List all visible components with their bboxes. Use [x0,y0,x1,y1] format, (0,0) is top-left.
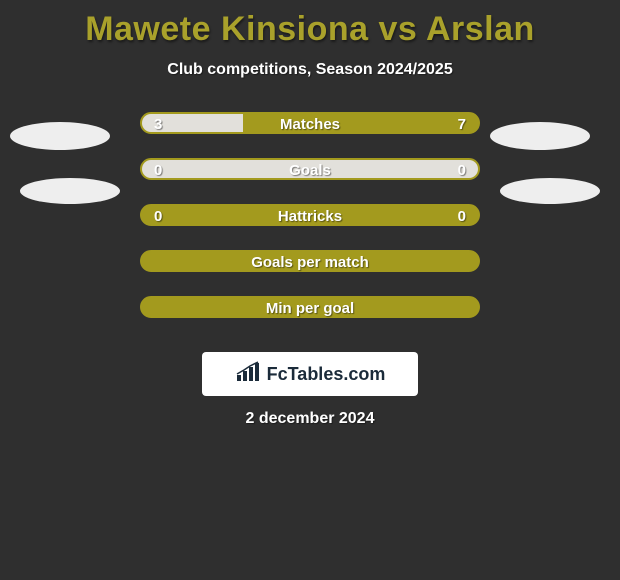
stat-bar-track: 00Goals [140,158,480,180]
page-subtitle: Club competitions, Season 2024/2025 [0,61,620,79]
stat-bar-track: 37Matches [140,112,480,134]
bar-chart-icon [235,361,263,388]
stat-row: Min per goal [0,284,620,330]
stat-bar-track: Goals per match [140,250,480,272]
fctables-logo: FcTables.com [202,352,418,396]
stat-label: Goals [142,160,478,182]
comparison-infographic: Mawete Kinsiona vs Arslan Club competiti… [0,0,620,580]
stat-bar-track: 00Hattricks [140,204,480,226]
stat-row: 00Hattricks [0,192,620,238]
stat-label: Matches [142,114,478,136]
stat-row: 37Matches [0,100,620,146]
page-title: Mawete Kinsiona vs Arslan [0,0,620,49]
stat-label: Goals per match [142,252,478,274]
stat-bars: 37Matches 00Goals 00Hattricks Goals per mat… [0,100,620,330]
stat-row: 00Goals [0,146,620,192]
logo-text: FcTables.com [267,364,386,385]
date-text: 2 december 2024 [0,410,620,428]
stat-bar-track: Min per goal [140,296,480,318]
stat-label: Min per goal [142,298,478,320]
stat-label: Hattricks [142,206,478,228]
stat-row: Goals per match [0,238,620,284]
